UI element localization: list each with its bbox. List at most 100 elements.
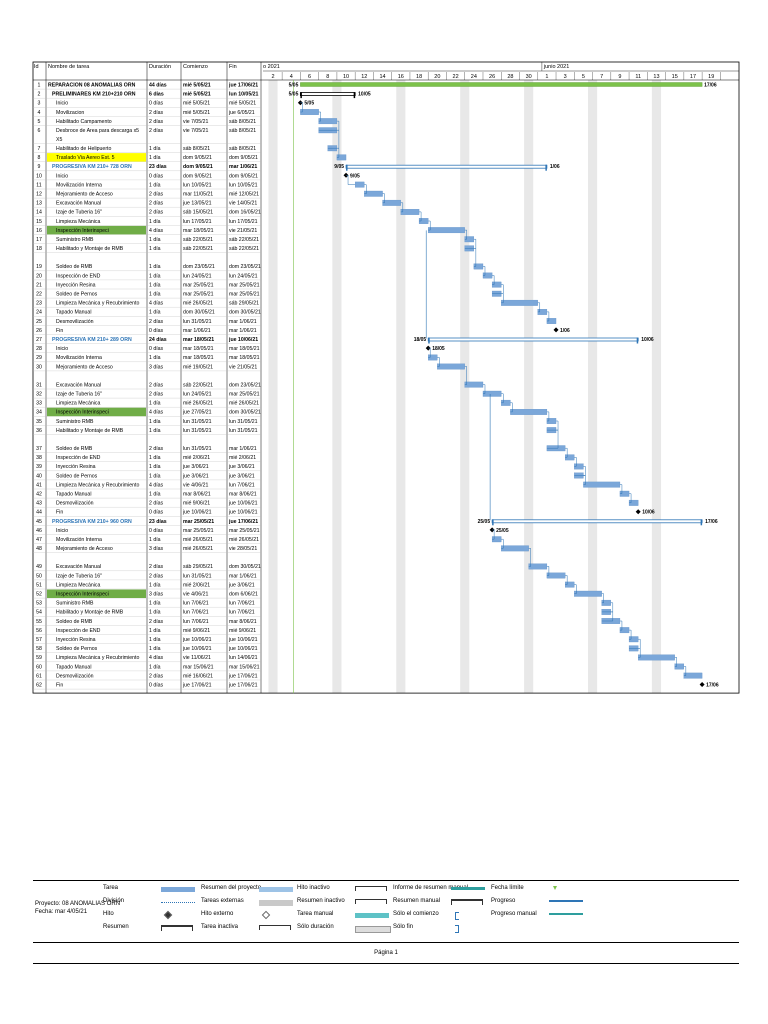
task-duration: 0 días [149, 328, 164, 334]
timescale-day: 7 [600, 74, 603, 80]
legend-swatch [161, 925, 193, 931]
dependency-link [346, 175, 356, 185]
bar-start-label: 5/05 [289, 83, 299, 89]
timescale-day: 1 [545, 74, 548, 80]
task-duration: 1 día [149, 355, 161, 361]
dependency-link [537, 302, 541, 313]
task-start: sáb 22/05/21 [183, 382, 213, 388]
timescale-day: 14 [379, 74, 385, 80]
task-start: mar 18/05/21 [183, 355, 214, 361]
task-bar [574, 590, 602, 597]
legend-label: Resumen del proyecto [201, 885, 262, 891]
task-name: Mejoramiento de Acceso [56, 192, 113, 198]
weekend-shade [268, 80, 278, 694]
dependency-link [546, 420, 559, 431]
task-duration: 1 día [149, 182, 161, 188]
timescale-day: 28 [507, 74, 513, 80]
task-bar [428, 227, 465, 234]
legend-label: Hito externo [201, 911, 234, 917]
dependency-link [619, 484, 623, 494]
task-name: Izaje de Tuberia 16" [56, 573, 102, 579]
dependency-link [364, 184, 367, 194]
bar-end-label: 17/06 [705, 519, 718, 525]
task-name: Habilitado y Montaje de RMB [56, 246, 124, 252]
task-name: Inspección de END [56, 628, 101, 634]
task-name: Suministro RMB [56, 601, 94, 607]
dependency-link [601, 611, 614, 622]
task-name: Habilitado de Helipuerto [56, 146, 111, 152]
task-bar [528, 563, 548, 570]
task-id: 37 [36, 446, 42, 452]
milestone-label: 25/05 [496, 528, 509, 534]
task-end: dom 30/05/21 [229, 310, 261, 316]
legend-swatch [549, 900, 583, 902]
dependency-link [574, 466, 586, 476]
task-duration: 1 día [149, 473, 161, 479]
task-start: dom 9/05/21 [183, 164, 213, 170]
task-duration: 1 día [149, 155, 161, 161]
task-id: 22 [36, 292, 42, 298]
task-duration: 1 día [149, 455, 161, 461]
dependency-link [400, 202, 404, 213]
task-end: mié 26/05/21 [229, 537, 259, 543]
task-end: mar 1/06/21 [229, 446, 257, 452]
task-duration: 4 días [149, 482, 164, 488]
task-bar [464, 381, 484, 388]
task-id: 13 [36, 201, 42, 207]
legend-label: Fecha límite [491, 885, 524, 891]
task-duration: 1 día [149, 537, 161, 543]
timescale-day: 24 [471, 74, 477, 80]
task-end: lun 10/05/21 [229, 92, 259, 98]
task-id: 46 [36, 528, 42, 534]
task-duration: 1 día [149, 637, 161, 643]
task-start: vie 4/06/21 [183, 482, 208, 488]
dependency-link [336, 147, 340, 158]
row-highlight [47, 225, 146, 235]
column-header-id: Id [34, 64, 39, 70]
timescale-day: 12 [361, 74, 367, 80]
task-name: Soldeo de RMB [56, 446, 93, 452]
task-start: mié 26/05/21 [183, 537, 213, 543]
task-id: 56 [36, 628, 42, 634]
task-id: 17 [36, 237, 42, 243]
dependency-link [501, 393, 504, 404]
task-id: 38 [36, 455, 42, 461]
task-start: sáb 22/05/21 [183, 246, 213, 252]
task-duration: 0 días [149, 510, 164, 516]
task-end: mié 12/05/21 [229, 192, 259, 198]
timescale-day: 22 [453, 74, 459, 80]
timescale-day: 30 [526, 74, 532, 80]
task-name: Limpieza Mecánica y Recubrimiento [56, 655, 139, 661]
task-id: 2 [38, 92, 41, 98]
task-name: Excavación Manual [56, 382, 101, 388]
task-start: jue 3/06/21 [182, 464, 209, 470]
task-name: Traslado Via Aereo Est. 5 [56, 155, 115, 161]
task-id: 25 [36, 319, 42, 325]
dependency-link [501, 538, 504, 549]
weekend-shade [524, 80, 534, 694]
task-start: dom 9/05/21 [183, 155, 212, 161]
task-id: 58 [36, 646, 42, 652]
dependency-link [464, 229, 467, 240]
task-start: lun 31/05/21 [183, 319, 212, 325]
task-start: mar 11/05/21 [183, 192, 213, 198]
task-bar [400, 209, 420, 215]
task-start: lun 31/05/21 [183, 419, 212, 425]
row-highlight [47, 589, 146, 598]
task-id: 39 [36, 464, 42, 470]
dependency-link [583, 475, 586, 485]
task-end: jue 10/06/21 [228, 337, 258, 343]
dependency-link [629, 629, 632, 640]
dependency-link [501, 293, 504, 304]
summary-bar-cap [346, 164, 348, 171]
task-start: mié 5/05/21 [183, 83, 211, 89]
task-name: Movilización Interna [56, 355, 102, 361]
legend-label: Sólo duración [297, 924, 334, 930]
dependency-link [546, 311, 550, 322]
summary-bar [299, 92, 356, 96]
row-highlight [47, 407, 146, 417]
legend-swatch [161, 902, 195, 905]
task-duration: 1 día [149, 219, 161, 225]
task-name: PROGRESIVA KM 210+ 289 ORN [52, 337, 132, 343]
task-name: Fin [56, 510, 63, 516]
